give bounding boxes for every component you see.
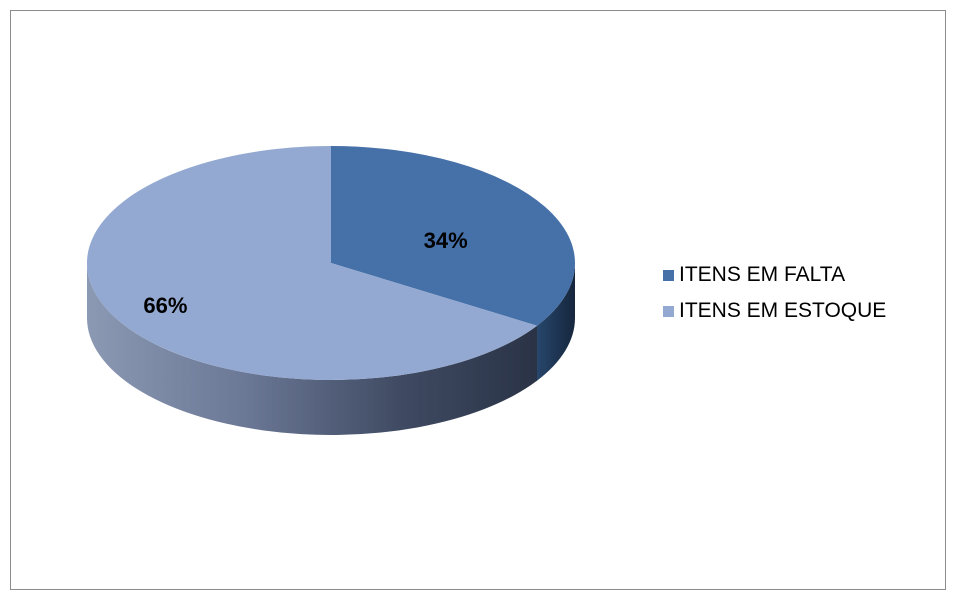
legend: ITENS EM FALTA ITENS EM ESTOQUE (663, 262, 886, 334)
legend-label: ITENS EM FALTA (679, 263, 846, 286)
data-label-itens-em-estoque: 66% (143, 293, 187, 318)
legend-item-itens-em-falta: ITENS EM FALTA (663, 262, 886, 288)
legend-swatch-itens-em-estoque (663, 305, 674, 317)
pie-slices (86, 146, 575, 381)
pie-side-walls (87, 263, 575, 435)
pie-slice-itens-em-estoque (86, 146, 538, 381)
legend-label: ITENS EM ESTOQUE (679, 299, 887, 322)
legend-item-itens-em-estoque: ITENS EM ESTOQUE (663, 298, 886, 324)
data-label-itens-em-falta: 34% (424, 228, 468, 253)
pie-data-labels: 34% 66% (143, 228, 467, 318)
pie-side-itens-em-estoque (87, 263, 538, 435)
pie-side-itens-em-falta (537, 263, 575, 381)
legend-swatch-itens-em-falta (663, 269, 674, 281)
pie-slice-itens-em-falta (331, 146, 575, 326)
